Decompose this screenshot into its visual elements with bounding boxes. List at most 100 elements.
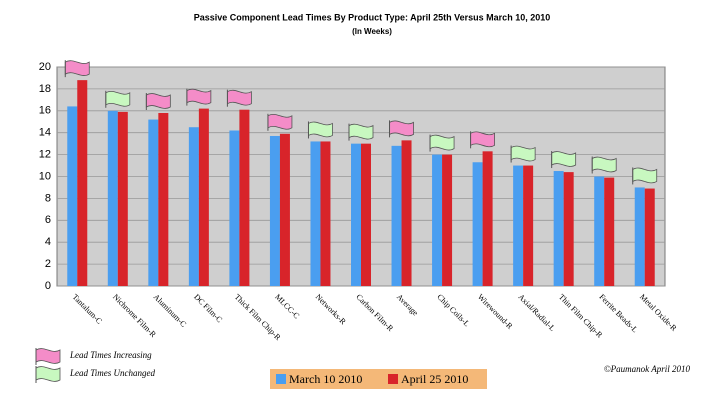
bar bbox=[472, 162, 483, 286]
x-tick-label: MLCC-C bbox=[273, 292, 301, 320]
x-tick-label: Axial/Radial-L bbox=[516, 292, 557, 333]
status-flag bbox=[226, 89, 252, 107]
bar bbox=[553, 171, 564, 286]
bar bbox=[67, 106, 78, 286]
y-tick-label: 14 bbox=[39, 127, 51, 139]
status-flag bbox=[429, 134, 455, 152]
bar bbox=[523, 165, 534, 286]
y-tick-label: 6 bbox=[45, 214, 51, 226]
y-tick-label: 8 bbox=[45, 192, 51, 204]
status-flag bbox=[105, 90, 131, 108]
status-flag-shape bbox=[470, 131, 496, 148]
y-tick-label: 2 bbox=[45, 258, 51, 270]
y-tick-label: 20 bbox=[39, 61, 51, 73]
status-flag bbox=[186, 88, 212, 106]
bar bbox=[563, 172, 574, 286]
status-flag-shape bbox=[267, 113, 293, 130]
legend-label: March 10 2010 bbox=[289, 372, 362, 386]
status-flag bbox=[389, 120, 414, 138]
x-tick-label: Networks-R bbox=[314, 292, 348, 326]
chart-subtitle: (In Weeks) bbox=[352, 27, 392, 36]
bar bbox=[117, 111, 128, 287]
legend-swatch bbox=[276, 374, 286, 384]
legend-flag-label: Lead Times Unchanged bbox=[69, 368, 155, 378]
x-tick-label: Ferrite Beads-L bbox=[597, 292, 639, 334]
y-tick-label: 0 bbox=[45, 280, 51, 292]
status-flag-shape bbox=[429, 134, 455, 151]
status-flag bbox=[591, 156, 617, 174]
legend-flag-shape bbox=[35, 366, 61, 382]
bar bbox=[361, 143, 371, 286]
status-flag bbox=[632, 167, 658, 185]
x-tick-label: Average bbox=[395, 292, 420, 317]
status-flag-shape bbox=[632, 167, 658, 184]
status-flag bbox=[510, 145, 536, 163]
legend-flag bbox=[35, 366, 61, 383]
legend-flag-label: Lead Times Increasing bbox=[69, 350, 152, 360]
status-flag-shape bbox=[510, 145, 536, 162]
x-tick-label: Carbon Film-R bbox=[354, 292, 395, 333]
status-flag-shape bbox=[308, 121, 333, 138]
legend-flag bbox=[35, 348, 61, 365]
bar bbox=[77, 80, 88, 286]
bar bbox=[198, 108, 209, 286]
bar bbox=[320, 141, 331, 286]
status-flag bbox=[145, 92, 171, 110]
x-tick-label: Metal Oxide-R bbox=[638, 292, 679, 333]
bar bbox=[604, 177, 615, 286]
bar bbox=[644, 188, 655, 286]
y-tick-label: 16 bbox=[39, 105, 51, 117]
bar bbox=[351, 143, 361, 286]
status-flag bbox=[348, 123, 374, 141]
status-flag bbox=[307, 121, 333, 139]
x-tick-label: DC Film-C bbox=[192, 292, 224, 324]
status-flag-shape bbox=[591, 156, 617, 173]
legend-box bbox=[270, 369, 487, 389]
bar bbox=[239, 109, 250, 286]
chart-title: Passive Component Lead Times By Product … bbox=[194, 12, 550, 22]
bar bbox=[188, 127, 199, 286]
bar bbox=[432, 154, 443, 286]
bar bbox=[310, 141, 321, 286]
bar bbox=[634, 187, 645, 286]
bar bbox=[513, 165, 524, 286]
bar bbox=[391, 145, 402, 286]
status-flag-shape bbox=[551, 151, 577, 167]
bar bbox=[107, 110, 118, 286]
status-flag bbox=[470, 131, 496, 149]
status-flag bbox=[64, 60, 90, 78]
x-tick-label: Tantalum-C bbox=[71, 292, 104, 325]
copyright: ©Paumanok April 2010 bbox=[604, 364, 691, 374]
x-tick-label: Nichrome Film-R bbox=[111, 292, 158, 339]
status-flag-shape bbox=[226, 89, 252, 106]
y-tick-label: 12 bbox=[39, 149, 51, 161]
status-flag-shape bbox=[348, 123, 374, 140]
bar bbox=[401, 140, 412, 286]
status-flag-shape bbox=[64, 60, 90, 76]
bar bbox=[482, 151, 493, 286]
bar bbox=[229, 130, 240, 286]
status-flag-shape bbox=[145, 93, 171, 109]
legend-flag-shape bbox=[35, 348, 61, 364]
bar bbox=[442, 154, 453, 286]
status-flag bbox=[267, 113, 293, 131]
status-flag-shape bbox=[389, 120, 414, 137]
bar bbox=[269, 135, 280, 286]
y-tick-label: 10 bbox=[39, 170, 51, 182]
x-tick-label: Thin Film Chip-R bbox=[557, 292, 605, 340]
x-tick-label: Chip Coils-L bbox=[435, 292, 471, 328]
bar bbox=[594, 176, 605, 286]
legend-swatch bbox=[388, 374, 398, 384]
status-flag-shape bbox=[186, 88, 212, 105]
y-tick-label: 4 bbox=[45, 236, 51, 248]
status-flag bbox=[551, 151, 577, 169]
x-tick-label: Wirewound-R bbox=[476, 292, 515, 331]
bar bbox=[148, 119, 159, 286]
x-tick-label: Aluminum-C bbox=[152, 292, 189, 329]
legend-label: April 25 2010 bbox=[401, 372, 468, 386]
bar bbox=[279, 133, 290, 286]
y-tick-label: 18 bbox=[39, 83, 51, 95]
status-flag-shape bbox=[105, 90, 131, 107]
